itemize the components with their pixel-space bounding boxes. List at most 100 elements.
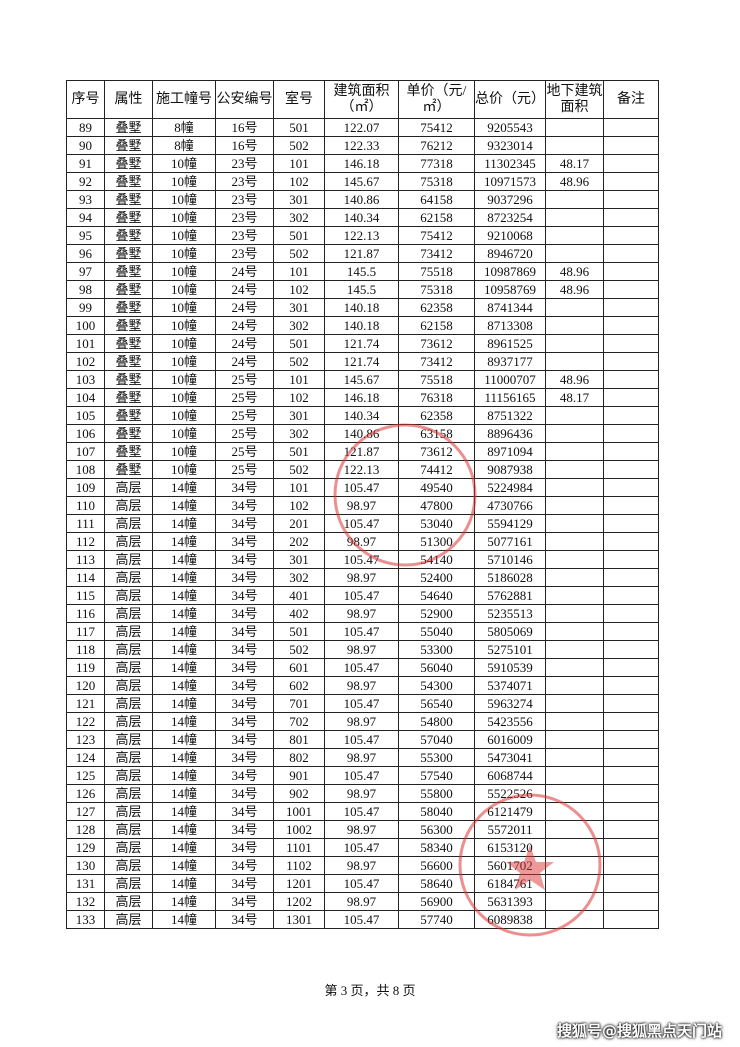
table-cell: 106 bbox=[66, 424, 105, 443]
table-cell: 105.47 bbox=[324, 838, 399, 857]
table-cell bbox=[603, 784, 659, 803]
table-cell: 高层 bbox=[104, 532, 153, 551]
table-cell: 14幢 bbox=[152, 604, 216, 623]
table-cell: 5423556 bbox=[474, 712, 546, 731]
table-cell bbox=[603, 136, 659, 155]
table-cell: 叠墅 bbox=[104, 244, 153, 263]
watermark: 搜狐号@搜狐黑点天门站 bbox=[556, 1022, 722, 1040]
table-cell: 叠墅 bbox=[104, 136, 153, 155]
table-cell: 10幢 bbox=[152, 244, 216, 263]
header-cell: 室号 bbox=[273, 80, 325, 119]
table-row: 90 叠墅 8幢 16号 502 122.33 76212 9323014 bbox=[66, 136, 659, 155]
table-cell: 14幢 bbox=[152, 820, 216, 839]
table-cell bbox=[545, 640, 604, 659]
table-cell bbox=[603, 316, 659, 335]
header-cell: 总价（元） bbox=[474, 80, 546, 119]
table-cell: 5186028 bbox=[474, 568, 546, 587]
table-cell: 10幢 bbox=[152, 334, 216, 353]
table-cell: 25号 bbox=[215, 460, 274, 479]
table-cell bbox=[545, 442, 604, 461]
table-cell bbox=[545, 586, 604, 605]
table-cell bbox=[603, 154, 659, 173]
table-cell: 叠墅 bbox=[104, 208, 153, 227]
table-cell: 702 bbox=[273, 712, 325, 731]
table-row: 114 高层 14幢 34号 302 98.97 52400 5186028 bbox=[66, 568, 659, 587]
table-cell: 8741344 bbox=[474, 298, 546, 317]
table-cell bbox=[545, 910, 604, 929]
table-cell: 75518 bbox=[398, 262, 475, 281]
table-cell bbox=[603, 892, 659, 911]
table-row: 99 叠墅 10幢 24号 301 140.18 62358 8741344 bbox=[66, 298, 659, 317]
table-cell: 5275101 bbox=[474, 640, 546, 659]
table-cell: 105.47 bbox=[324, 550, 399, 569]
table-cell: 34号 bbox=[215, 550, 274, 569]
table-cell bbox=[545, 712, 604, 731]
table-cell: 89 bbox=[66, 118, 105, 137]
price-table: 序号 属性 施工幢号 公安编号 室号 建筑面积（㎡） 单价（元/㎡） 总价（元） 地下建筑面积备… bbox=[66, 80, 659, 929]
table-cell bbox=[545, 622, 604, 641]
table-cell: 602 bbox=[273, 676, 325, 695]
table-cell: 8幢 bbox=[152, 136, 216, 155]
table-cell: 57040 bbox=[398, 730, 475, 749]
table-cell: 102 bbox=[273, 172, 325, 191]
table-cell: 8751322 bbox=[474, 406, 546, 425]
table-cell: 75412 bbox=[398, 118, 475, 137]
table-cell bbox=[603, 262, 659, 281]
table-cell: 24号 bbox=[215, 298, 274, 317]
table-cell: 73612 bbox=[398, 442, 475, 461]
table-cell: 5631393 bbox=[474, 892, 546, 911]
table-cell: 5077161 bbox=[474, 532, 546, 551]
table-row: 111 高层 14幢 34号 201 105.47 53040 5594129 bbox=[66, 514, 659, 533]
table-row: 106 叠墅 10幢 25号 302 140.86 63158 8896436 bbox=[66, 424, 659, 443]
table-cell: 101 bbox=[66, 334, 105, 353]
table-cell bbox=[545, 676, 604, 695]
table-cell: 23号 bbox=[215, 190, 274, 209]
table-cell: 58640 bbox=[398, 874, 475, 893]
table-cell: 5805069 bbox=[474, 622, 546, 641]
table-cell: 14幢 bbox=[152, 748, 216, 767]
table-cell: 34号 bbox=[215, 676, 274, 695]
table-cell: 叠墅 bbox=[104, 352, 153, 371]
table-cell bbox=[545, 550, 604, 569]
table-cell: 10971573 bbox=[474, 172, 546, 191]
table-cell bbox=[545, 406, 604, 425]
table-cell: 高层 bbox=[104, 514, 153, 533]
table-cell: 14幢 bbox=[152, 532, 216, 551]
table-cell: 14幢 bbox=[152, 694, 216, 713]
table-cell: 8幢 bbox=[152, 118, 216, 137]
table-cell: 34号 bbox=[215, 748, 274, 767]
table-row: 123 高层 14幢 34号 801 105.47 57040 6016009 bbox=[66, 730, 659, 749]
table-cell: 95 bbox=[66, 226, 105, 245]
table-cell: 4730766 bbox=[474, 496, 546, 515]
table-cell: 10幢 bbox=[152, 208, 216, 227]
table-cell bbox=[545, 748, 604, 767]
table-cell: 54640 bbox=[398, 586, 475, 605]
table-cell: 402 bbox=[273, 604, 325, 623]
table-cell: 140.34 bbox=[324, 208, 399, 227]
table-cell: 145.67 bbox=[324, 172, 399, 191]
table-cell: 1101 bbox=[273, 838, 325, 857]
table-row: 118 高层 14幢 34号 502 98.97 53300 5275101 bbox=[66, 640, 659, 659]
table-cell: 34号 bbox=[215, 874, 274, 893]
table-cell: 145.5 bbox=[324, 262, 399, 281]
table-cell: 96 bbox=[66, 244, 105, 263]
table-cell: 105.47 bbox=[324, 478, 399, 497]
table-cell: 112 bbox=[66, 532, 105, 551]
table-cell: 14幢 bbox=[152, 514, 216, 533]
table-cell: 301 bbox=[273, 298, 325, 317]
table-cell: 14幢 bbox=[152, 676, 216, 695]
table-cell: 5235513 bbox=[474, 604, 546, 623]
table-cell: 76318 bbox=[398, 388, 475, 407]
table-cell: 6121479 bbox=[474, 802, 546, 821]
table-cell: 125 bbox=[66, 766, 105, 785]
table-cell: 9205543 bbox=[474, 118, 546, 137]
table-row: 109 高层 14幢 34号 101 105.47 49540 5224984 bbox=[66, 478, 659, 497]
table-cell: 91 bbox=[66, 154, 105, 173]
table-row: 92 叠墅 10幢 23号 102 145.67 75318 10971573 48.96 bbox=[66, 172, 659, 191]
table-cell: 104 bbox=[66, 388, 105, 407]
table-cell: 301 bbox=[273, 550, 325, 569]
table-cell bbox=[545, 352, 604, 371]
table-cell: 10987869 bbox=[474, 262, 546, 281]
table-cell: 34号 bbox=[215, 820, 274, 839]
table-cell: 105.47 bbox=[324, 658, 399, 677]
